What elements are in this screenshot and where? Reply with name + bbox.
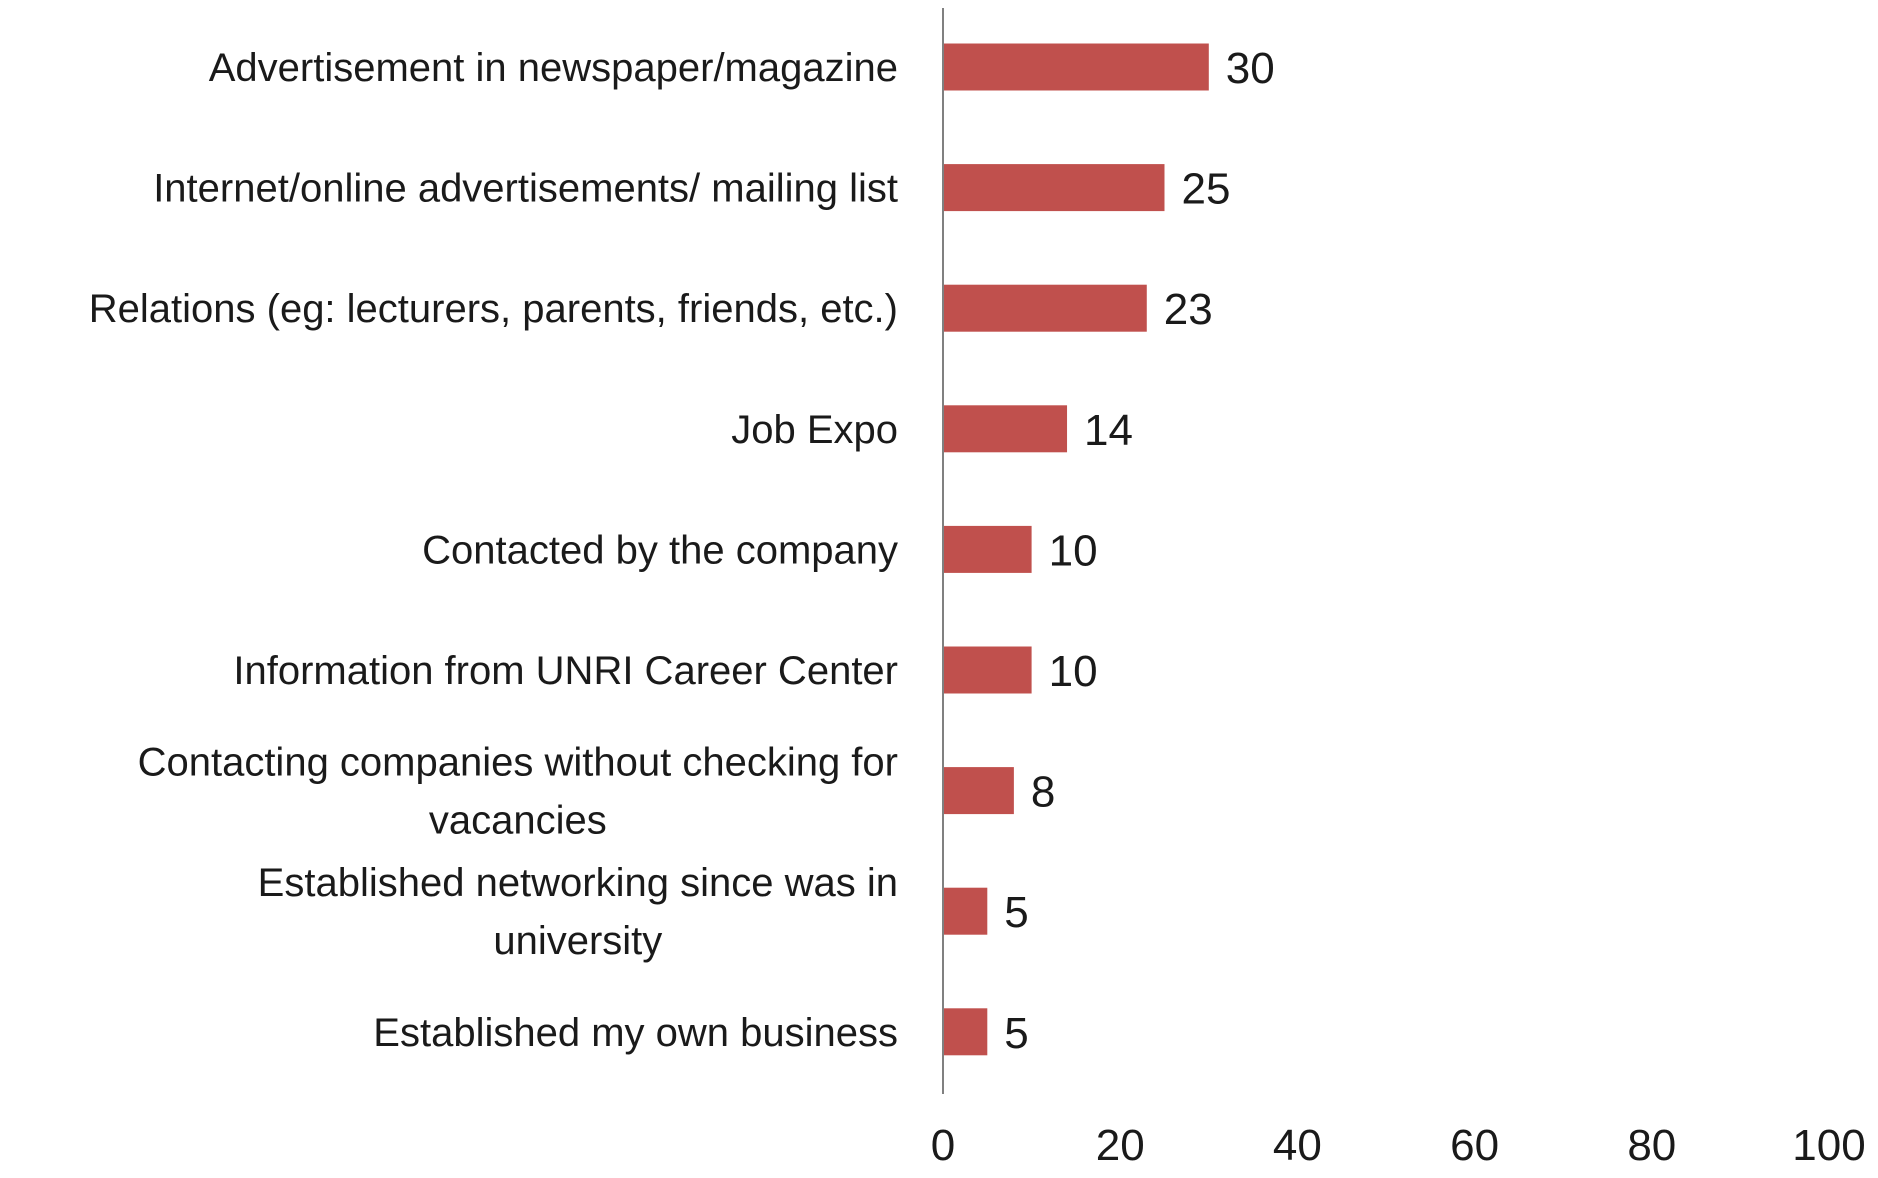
category-label: Internet/online advertisements/ mailing … — [153, 167, 898, 211]
category-label: Contacting companies without checking fo… — [138, 741, 898, 785]
data-label: 14 — [1084, 406, 1133, 455]
bar — [943, 525, 1032, 573]
category-label-continuation: university — [493, 919, 662, 963]
category-label: Contacted by the company — [422, 528, 898, 572]
x-tick-label: 0 — [931, 1121, 955, 1170]
x-tick-label: 100 — [1792, 1121, 1865, 1170]
bar — [943, 646, 1032, 694]
bar — [943, 43, 1209, 91]
data-label: 8 — [1031, 768, 1055, 817]
bar — [943, 887, 988, 935]
data-label: 5 — [1004, 888, 1028, 937]
category-label: Job Expo — [731, 408, 898, 452]
bars-group — [943, 43, 1209, 1056]
category-label: Advertisement in newspaper/magazine — [209, 46, 898, 90]
bar — [943, 405, 1068, 453]
data-label: 10 — [1049, 647, 1098, 696]
x-tick-label: 60 — [1450, 1121, 1499, 1170]
category-labels-group: Advertisement in newspaper/magazine Inter… — [89, 46, 898, 1055]
data-label: 25 — [1182, 165, 1231, 214]
value-labels-group: 30 25 23 14 10 10 8 5 5 — [1004, 44, 1274, 1058]
category-label: Established networking since was in — [258, 861, 898, 905]
data-label: 30 — [1226, 44, 1275, 93]
data-label: 10 — [1049, 526, 1098, 575]
category-label: Relations (eg: lecturers, parents, frien… — [89, 287, 898, 331]
bar — [943, 767, 1014, 815]
bar — [943, 164, 1165, 212]
bar — [943, 1008, 988, 1056]
x-tick-label: 80 — [1627, 1121, 1676, 1170]
x-tick-label: 40 — [1273, 1121, 1322, 1170]
category-label: Established my own business — [373, 1011, 898, 1055]
data-label: 5 — [1004, 1009, 1028, 1058]
category-label: Information from UNRI Career Center — [233, 649, 898, 693]
category-label-continuation: vacancies — [429, 799, 607, 843]
x-tick-label: 20 — [1096, 1121, 1145, 1170]
x-tick-labels-group: 0 20 40 60 80 100 — [931, 1121, 1866, 1170]
data-label: 23 — [1164, 285, 1213, 334]
bar — [943, 284, 1147, 332]
